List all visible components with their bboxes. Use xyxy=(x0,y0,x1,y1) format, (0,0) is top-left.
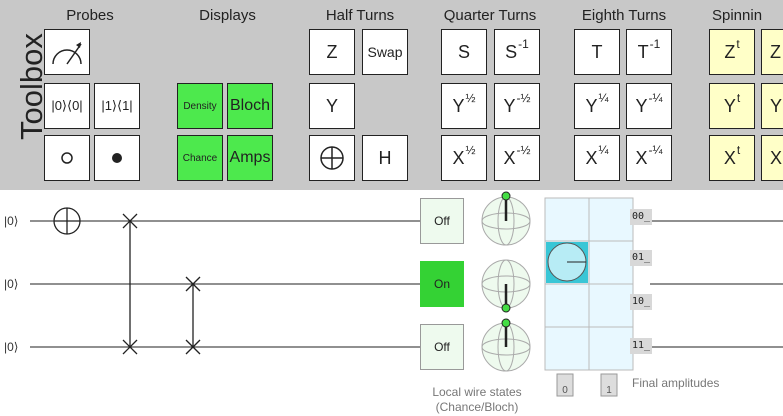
x-neg-quarter-base: X xyxy=(635,147,648,168)
anti-control-gate[interactable] xyxy=(44,135,90,181)
y-neg-quarter-base: Y xyxy=(635,95,648,116)
x-t-exponent: t xyxy=(736,143,741,157)
open-circle-icon xyxy=(61,152,73,164)
t-inverse-gate[interactable]: T -1 xyxy=(626,29,672,75)
group-title-spinning: Spinnin xyxy=(712,7,763,24)
group-title-eighth-turns: Eighth Turns xyxy=(581,7,667,24)
density-display-gate[interactable]: Density xyxy=(177,83,223,129)
chance-display-gate[interactable]: Chance xyxy=(177,135,223,181)
amplitude-label-10: 10_ xyxy=(630,294,653,310)
amp-col-0-label: 0 xyxy=(562,385,568,396)
group-title-probes: Probes xyxy=(66,7,114,24)
measurement-gate[interactable] xyxy=(44,29,90,75)
group-title-quarter-turns: Quarter Turns xyxy=(443,7,537,24)
s-inverse-gate[interactable]: S -1 xyxy=(494,29,540,75)
t-gate[interactable]: T xyxy=(574,29,620,75)
y-partial-gate[interactable]: Y xyxy=(761,83,783,129)
not-gate[interactable] xyxy=(309,135,355,181)
post-select-off-gate[interactable]: |0⟩⟨0| xyxy=(44,83,90,129)
x-neg-half-base: X xyxy=(503,147,516,168)
y-neg-half-gate[interactable]: Y -½ xyxy=(494,83,540,129)
s-gate[interactable]: S xyxy=(441,29,487,75)
post-select-on-gate[interactable]: |1⟩⟨1| xyxy=(94,83,140,129)
x-quarter-base: X xyxy=(585,147,598,168)
y-quarter-exponent: ¼ xyxy=(598,91,609,105)
x-neg-half-exponent: -½ xyxy=(516,143,531,157)
chance-display-wire-0[interactable]: Off xyxy=(420,198,464,244)
z-t-exponent: t xyxy=(736,37,740,51)
y-gate[interactable]: Y xyxy=(309,83,355,129)
group-title-half-turns: Half Turns xyxy=(325,7,395,24)
local-wire-states-caption-line-2: (Chance/Bloch) xyxy=(435,400,519,414)
meter-icon xyxy=(52,42,82,65)
control-gate[interactable] xyxy=(94,135,140,181)
z-partial-gate[interactable]: Z xyxy=(761,29,783,75)
y-neg-quarter-gate[interactable]: Y -¼ xyxy=(626,83,672,129)
y-t-base: Y xyxy=(723,95,736,116)
x-t-base: X xyxy=(723,147,736,168)
s-inverse-exponent: -1 xyxy=(518,37,529,51)
z-gate[interactable]: Z xyxy=(309,29,355,75)
x-neg-quarter-exponent: -¼ xyxy=(648,143,663,157)
x-neg-half-gate[interactable]: X -½ xyxy=(494,135,540,181)
swap-gate[interactable]: Swap xyxy=(362,29,408,75)
y-neg-half-exponent: -½ xyxy=(516,91,531,105)
y-t-exponent: t xyxy=(736,91,741,105)
s-inverse-base: S xyxy=(505,41,518,62)
wire-input-label-1: |0⟩ xyxy=(4,277,19,291)
toolbox-panel: Toolbox Probes Displays Half Turns Quart… xyxy=(0,0,783,190)
y-half-base: Y xyxy=(452,95,465,116)
z-t-base: Z xyxy=(724,41,736,62)
amplitude-label-11: 11_ xyxy=(630,338,653,354)
h-gate[interactable]: H xyxy=(362,135,408,181)
final-amplitudes-caption: Final amplitudes xyxy=(632,376,720,390)
y-half-exponent: ½ xyxy=(465,91,476,105)
bloch-display-gate[interactable]: Bloch xyxy=(227,83,273,129)
y-neg-quarter-exponent: -¼ xyxy=(648,91,663,105)
amp-col-1-label: 1 xyxy=(606,385,612,396)
filled-circle-icon xyxy=(112,153,122,163)
x-partial-gate[interactable]: X xyxy=(761,135,783,181)
x-neg-quarter-gate[interactable]: X -¼ xyxy=(626,135,672,181)
y-quarter-base: Y xyxy=(585,95,598,116)
y-neg-half-base: Y xyxy=(503,95,516,116)
t-inverse-exponent: -1 xyxy=(649,37,661,51)
t-inverse-base: T xyxy=(637,41,649,62)
x-half-base: X xyxy=(452,147,465,168)
local-wire-states-caption: Local wire states (Chance/Bloch) xyxy=(412,385,542,415)
x-quarter-exponent: ¼ xyxy=(598,143,609,157)
local-wire-states-caption-line-1: Local wire states xyxy=(432,385,522,399)
amps-display-gate[interactable]: Amps xyxy=(227,135,273,181)
amplitude-label-00: 00_ xyxy=(630,209,653,225)
wire-input-label-2: |0⟩ xyxy=(4,340,19,354)
xor-icon xyxy=(320,146,344,170)
chance-display-wire-1[interactable]: On xyxy=(420,261,464,307)
group-title-displays: Displays xyxy=(199,7,256,24)
x-half-exponent: ½ xyxy=(465,143,476,157)
amplitude-label-01: 01_ xyxy=(630,250,653,266)
wire-input-label-0: |0⟩ xyxy=(4,214,19,228)
chance-display-wire-2[interactable]: Off xyxy=(420,324,464,370)
